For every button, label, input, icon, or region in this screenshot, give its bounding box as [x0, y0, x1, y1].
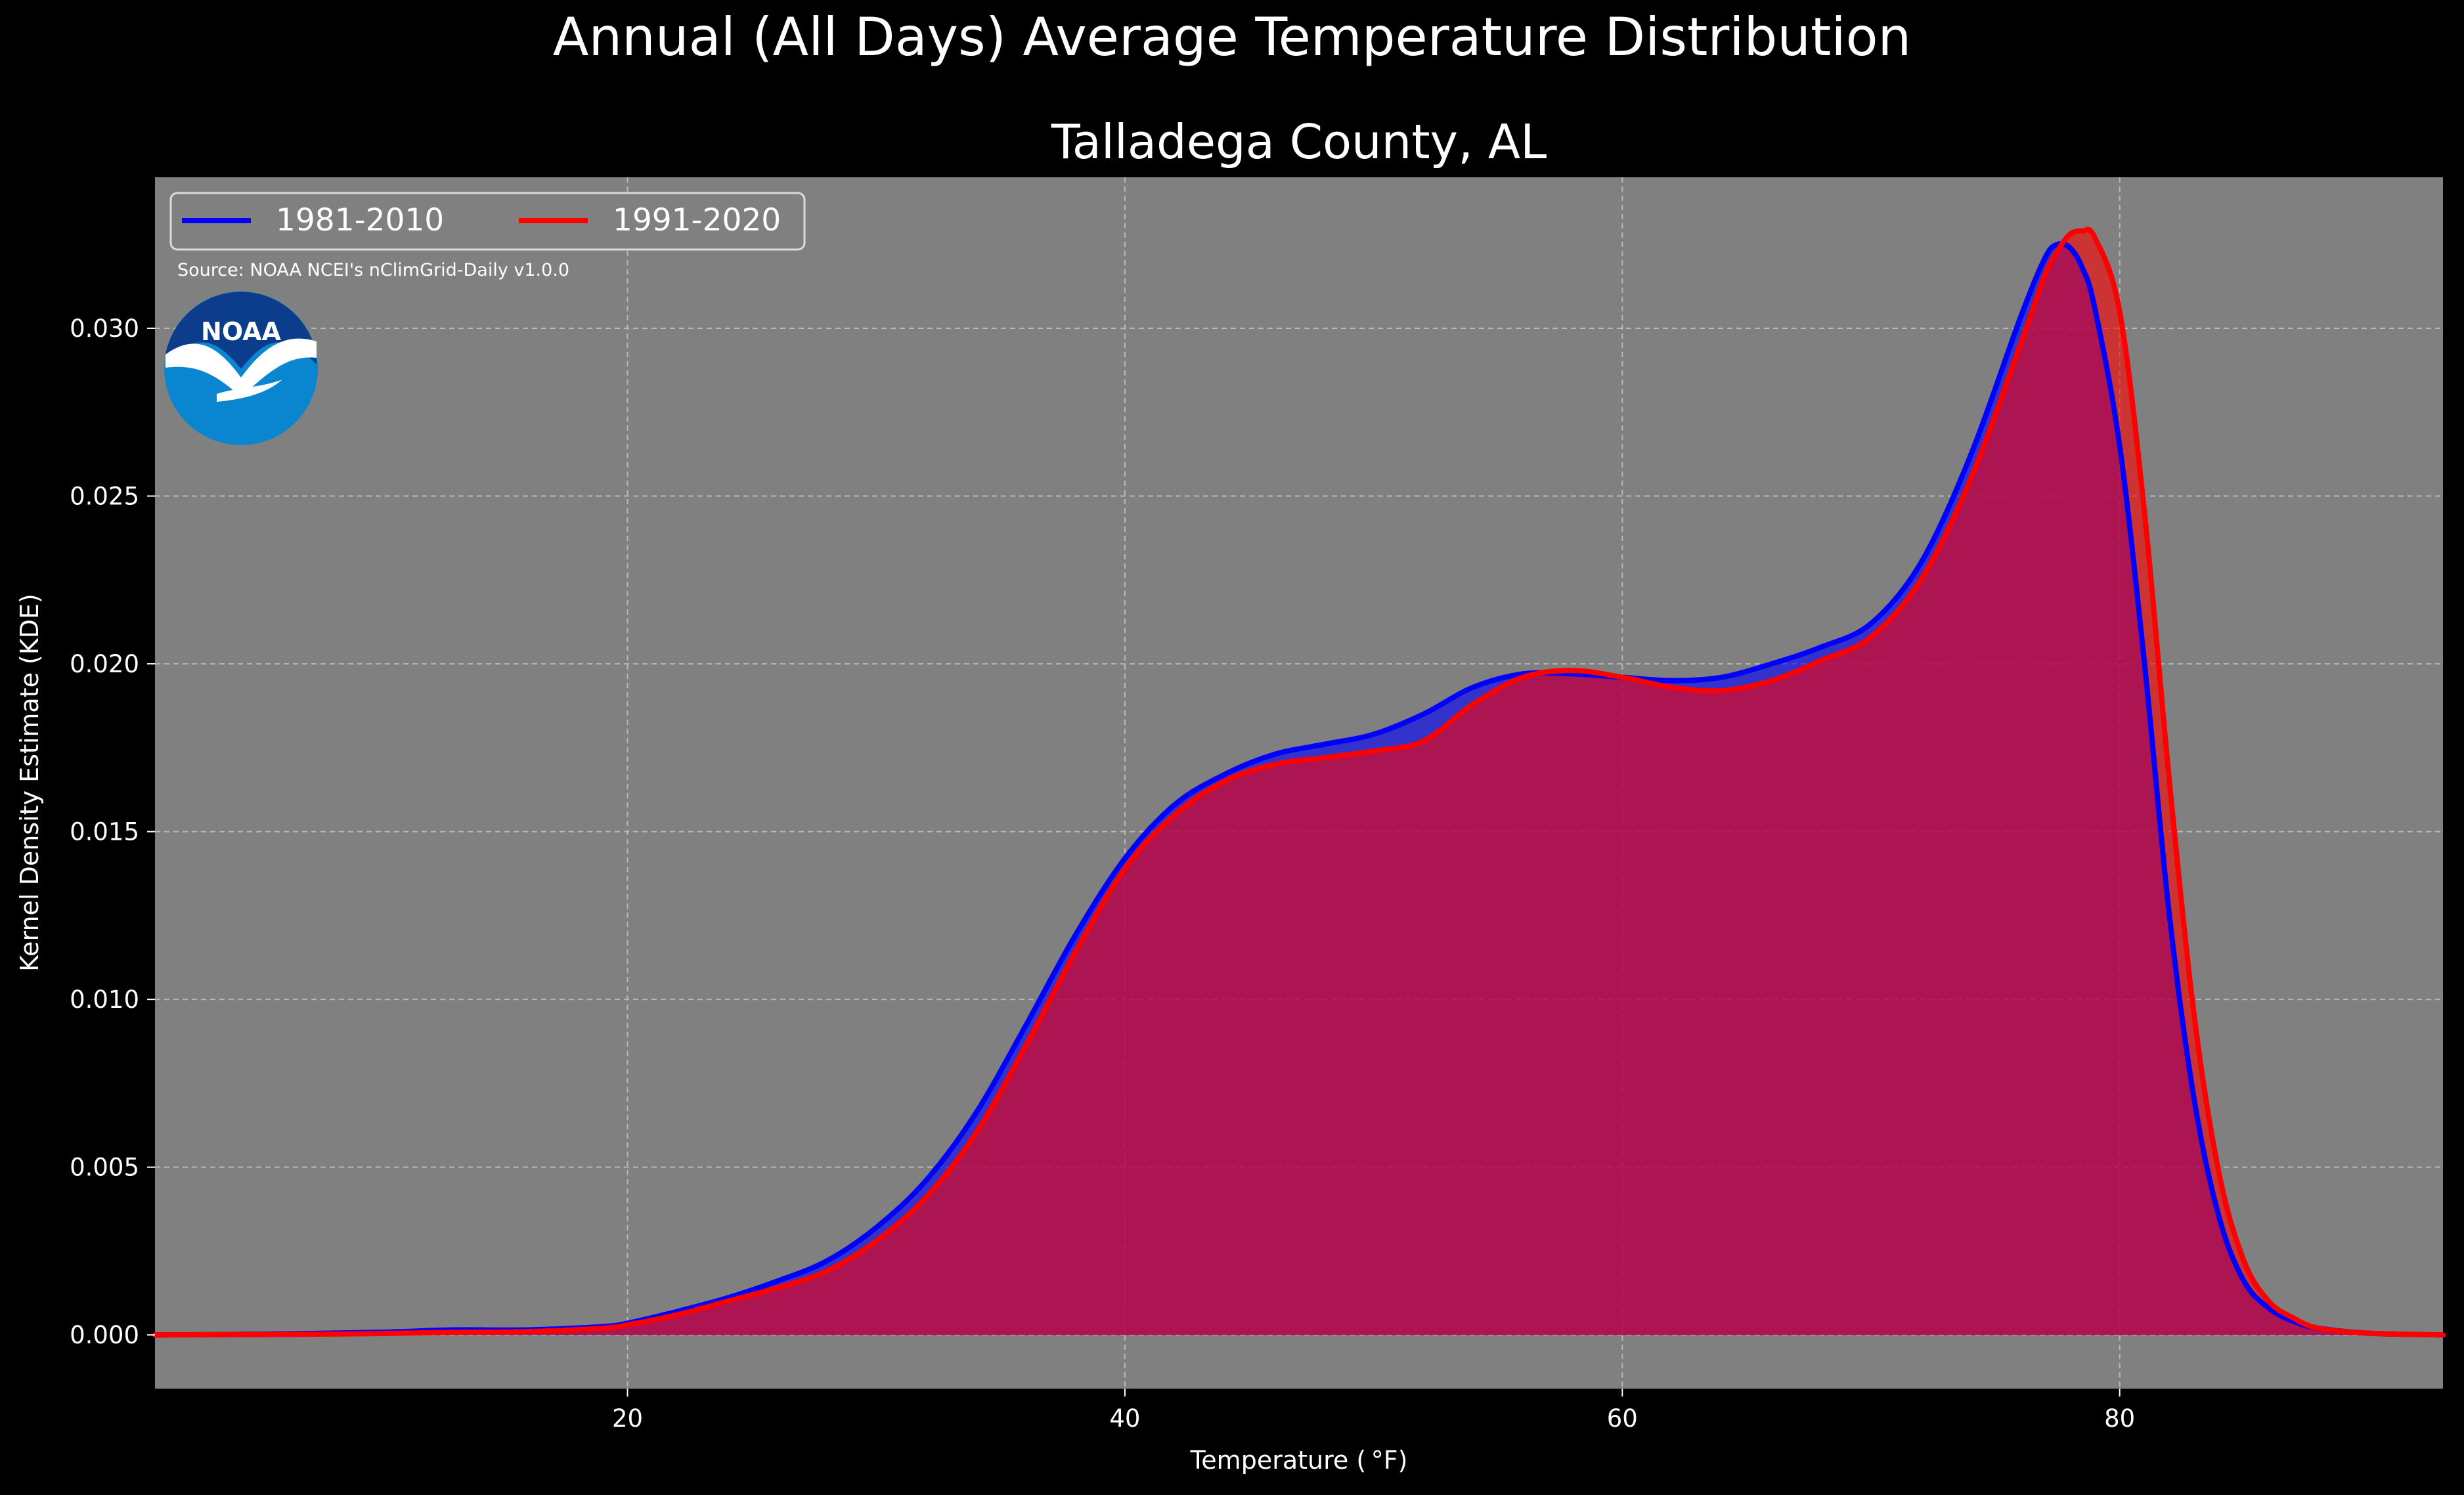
- x-tick-label: 60: [1607, 1404, 1638, 1433]
- y-tick-label: 0.030: [70, 314, 139, 343]
- line-1991-2020: [152, 227, 2446, 1338]
- x-tick-label: 20: [612, 1404, 643, 1433]
- y-tick-label: 0.005: [70, 1154, 139, 1182]
- y-tick-label: 0.025: [70, 483, 139, 511]
- x-tick-label: 80: [2104, 1404, 2135, 1433]
- noaa-logo: NOAA: [164, 292, 318, 445]
- x-axis-ticks: 20 40 60 80: [612, 1389, 2135, 1433]
- chart-title: Talladega County, AL: [1051, 114, 1547, 169]
- y-tick-label: 0.015: [70, 818, 139, 846]
- x-tick-label: 40: [1109, 1404, 1140, 1433]
- y-axis-label: Kernel Density Estimate (KDE): [15, 594, 44, 972]
- legend-label-1991-2020: 1991-2020: [613, 202, 781, 238]
- y-tick-label: 0.000: [70, 1321, 139, 1349]
- y-tick-label: 0.010: [70, 986, 139, 1014]
- legend: 1981-2010 1991-2020: [169, 192, 806, 251]
- density-fills: [155, 229, 2443, 1335]
- legend-frame: [169, 192, 806, 251]
- legend-label-1981-2010: 1981-2010: [276, 202, 444, 238]
- density-lines: [152, 227, 2446, 1338]
- y-tick-label: 0.020: [70, 650, 139, 678]
- x-axis-label: Temperature ( °F): [1190, 1446, 1408, 1475]
- y-axis-ticks: 0.000 0.005 0.010 0.015 0.020 0.025 0.030: [70, 314, 155, 1349]
- area-1991-2020: [155, 229, 2443, 1335]
- chart-suptitle: Annual (All Days) Average Temperature Di…: [553, 7, 1911, 68]
- source-note: Source: NOAA NCEI's nClimGrid-Daily v1.0…: [177, 260, 569, 280]
- noaa-logo-text: NOAA: [201, 317, 281, 346]
